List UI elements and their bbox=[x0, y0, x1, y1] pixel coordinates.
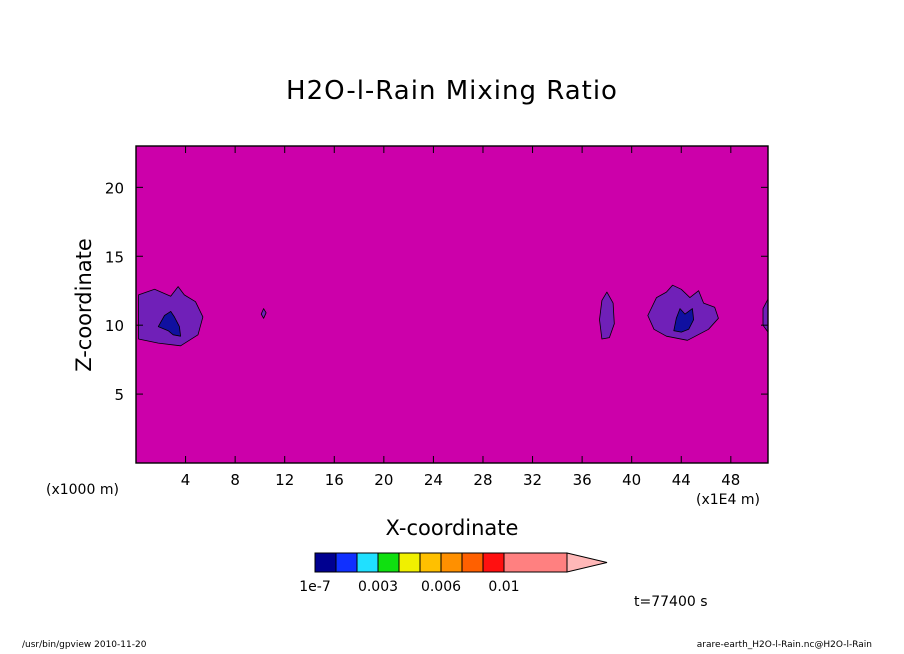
colorbar-swatch bbox=[398, 552, 421, 573]
colorbar-swatch bbox=[419, 552, 442, 573]
contour-small-cell-x10 bbox=[260, 308, 267, 319]
colorbar-swatch bbox=[335, 552, 358, 573]
x-tick-label: 12 bbox=[275, 471, 294, 489]
colorbar-extend-arrow bbox=[566, 552, 608, 573]
colorbar-label: 0.003 bbox=[358, 579, 398, 595]
colorbar-label: 0.01 bbox=[488, 579, 519, 595]
x-tick-label: 20 bbox=[374, 471, 393, 489]
colorbar-label: 0.006 bbox=[421, 579, 461, 595]
contour-right-cell-core bbox=[673, 308, 694, 333]
x-tick-label: 40 bbox=[622, 471, 641, 489]
x-tick-label: 16 bbox=[325, 471, 344, 489]
x-tick-label: 28 bbox=[473, 471, 492, 489]
chart-title: H2O-l-Rain Mixing Ratio bbox=[286, 76, 618, 106]
contour-narrow-cell-x38 bbox=[599, 291, 615, 340]
x-axis-unit-right: (x1E4 m) bbox=[696, 492, 760, 508]
y-tick-label: 5 bbox=[114, 386, 124, 404]
plot-frame bbox=[135, 145, 769, 464]
colorbar-label: 1e-7 bbox=[299, 579, 330, 595]
contour-right-edge-cell bbox=[762, 298, 768, 333]
x-axis-label: X-coordinate bbox=[385, 516, 519, 540]
x-axis-unit-left: (x1000 m) bbox=[46, 482, 119, 498]
footer-source-file: arare-earth_H2O-l-Rain.nc@H2O-l-Rain bbox=[696, 640, 872, 650]
colorbar-swatch bbox=[356, 552, 379, 573]
x-tick-label: 24 bbox=[424, 471, 443, 489]
x-tick-label: 8 bbox=[230, 471, 240, 489]
colorbar-swatch bbox=[314, 552, 337, 573]
y-tick-label: 20 bbox=[105, 179, 124, 197]
colorbar-swatch bbox=[503, 552, 568, 573]
y-tick-label: 10 bbox=[105, 317, 124, 335]
colorbar-swatch bbox=[440, 552, 463, 573]
x-tick-label: 48 bbox=[721, 471, 740, 489]
x-tick-label: 44 bbox=[672, 471, 691, 489]
y-tick-label: 15 bbox=[105, 248, 124, 266]
colorbar-swatch bbox=[461, 552, 484, 573]
footer-program-date: /usr/bin/gpview 2010-11-20 bbox=[22, 640, 147, 650]
colorbar-swatch bbox=[482, 552, 505, 573]
colorbar-swatch bbox=[377, 552, 400, 573]
x-tick-label: 32 bbox=[523, 471, 542, 489]
contour-left-edge-core bbox=[157, 310, 182, 337]
x-tick-label: 4 bbox=[181, 471, 191, 489]
colorbar: 1e-7 0.003 0.006 0.01 bbox=[299, 552, 608, 595]
y-axis-label: Z-coordinate bbox=[72, 238, 96, 372]
time-label: t=77400 s bbox=[634, 594, 708, 610]
x-tick-label: 36 bbox=[573, 471, 592, 489]
